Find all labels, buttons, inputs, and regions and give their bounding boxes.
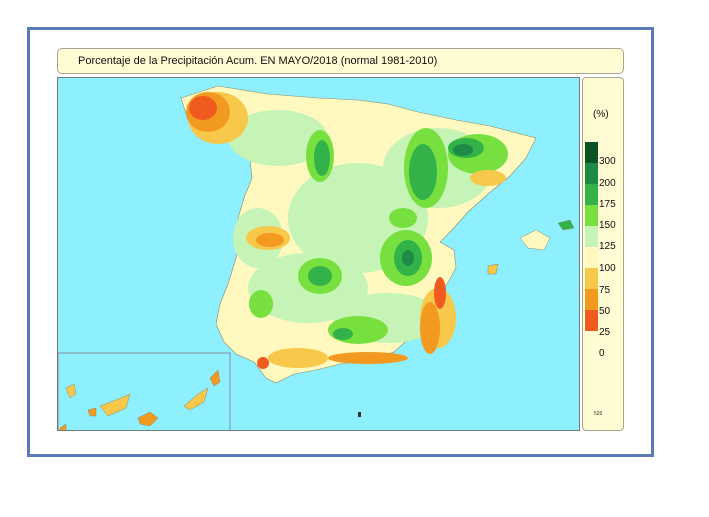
canary-inset-box	[58, 352, 231, 430]
map-code: 526	[594, 411, 603, 417]
legend-label-150: 150	[599, 220, 616, 231]
legend-swatch-125	[585, 226, 598, 247]
canary-islands	[59, 369, 221, 430]
precipitation-map	[57, 77, 580, 431]
legend-label-200: 200	[599, 178, 616, 189]
red-regions	[189, 96, 446, 369]
map-title-box: Porcentaje de la Precipitación Acum. EN …	[57, 48, 624, 74]
legend-unit: (%)	[593, 109, 609, 120]
map-svg	[58, 85, 575, 430]
legend-label-75: 75	[599, 285, 611, 296]
legend-swatch-150	[585, 205, 598, 226]
legend-swatch-25	[585, 310, 598, 331]
alboran-island	[358, 412, 361, 417]
dark-green-regions	[402, 144, 473, 266]
map-title: Porcentaje de la Precipitación Acum. EN …	[78, 55, 438, 67]
legend-swatch-300	[585, 142, 598, 163]
legend-panel: (%) 300 200 175 150 125 100 75 50 25 0 5…	[582, 77, 624, 431]
legend-swatch-175	[585, 184, 598, 205]
legend-label-125: 125	[599, 241, 616, 252]
legend-swatch-200	[585, 163, 598, 184]
legend-label-175: 175	[599, 199, 616, 210]
legend-label-300: 300	[599, 156, 616, 167]
legend-label-25: 25	[599, 327, 611, 338]
legend-swatch-75	[585, 268, 598, 289]
balearic-islands	[487, 219, 575, 275]
legend-swatch-100	[585, 247, 598, 268]
legend-label-0: 0	[599, 348, 605, 359]
legend-swatch-50	[585, 289, 598, 310]
legend-label-50: 50	[599, 306, 611, 317]
legend-label-100: 100	[599, 263, 616, 274]
